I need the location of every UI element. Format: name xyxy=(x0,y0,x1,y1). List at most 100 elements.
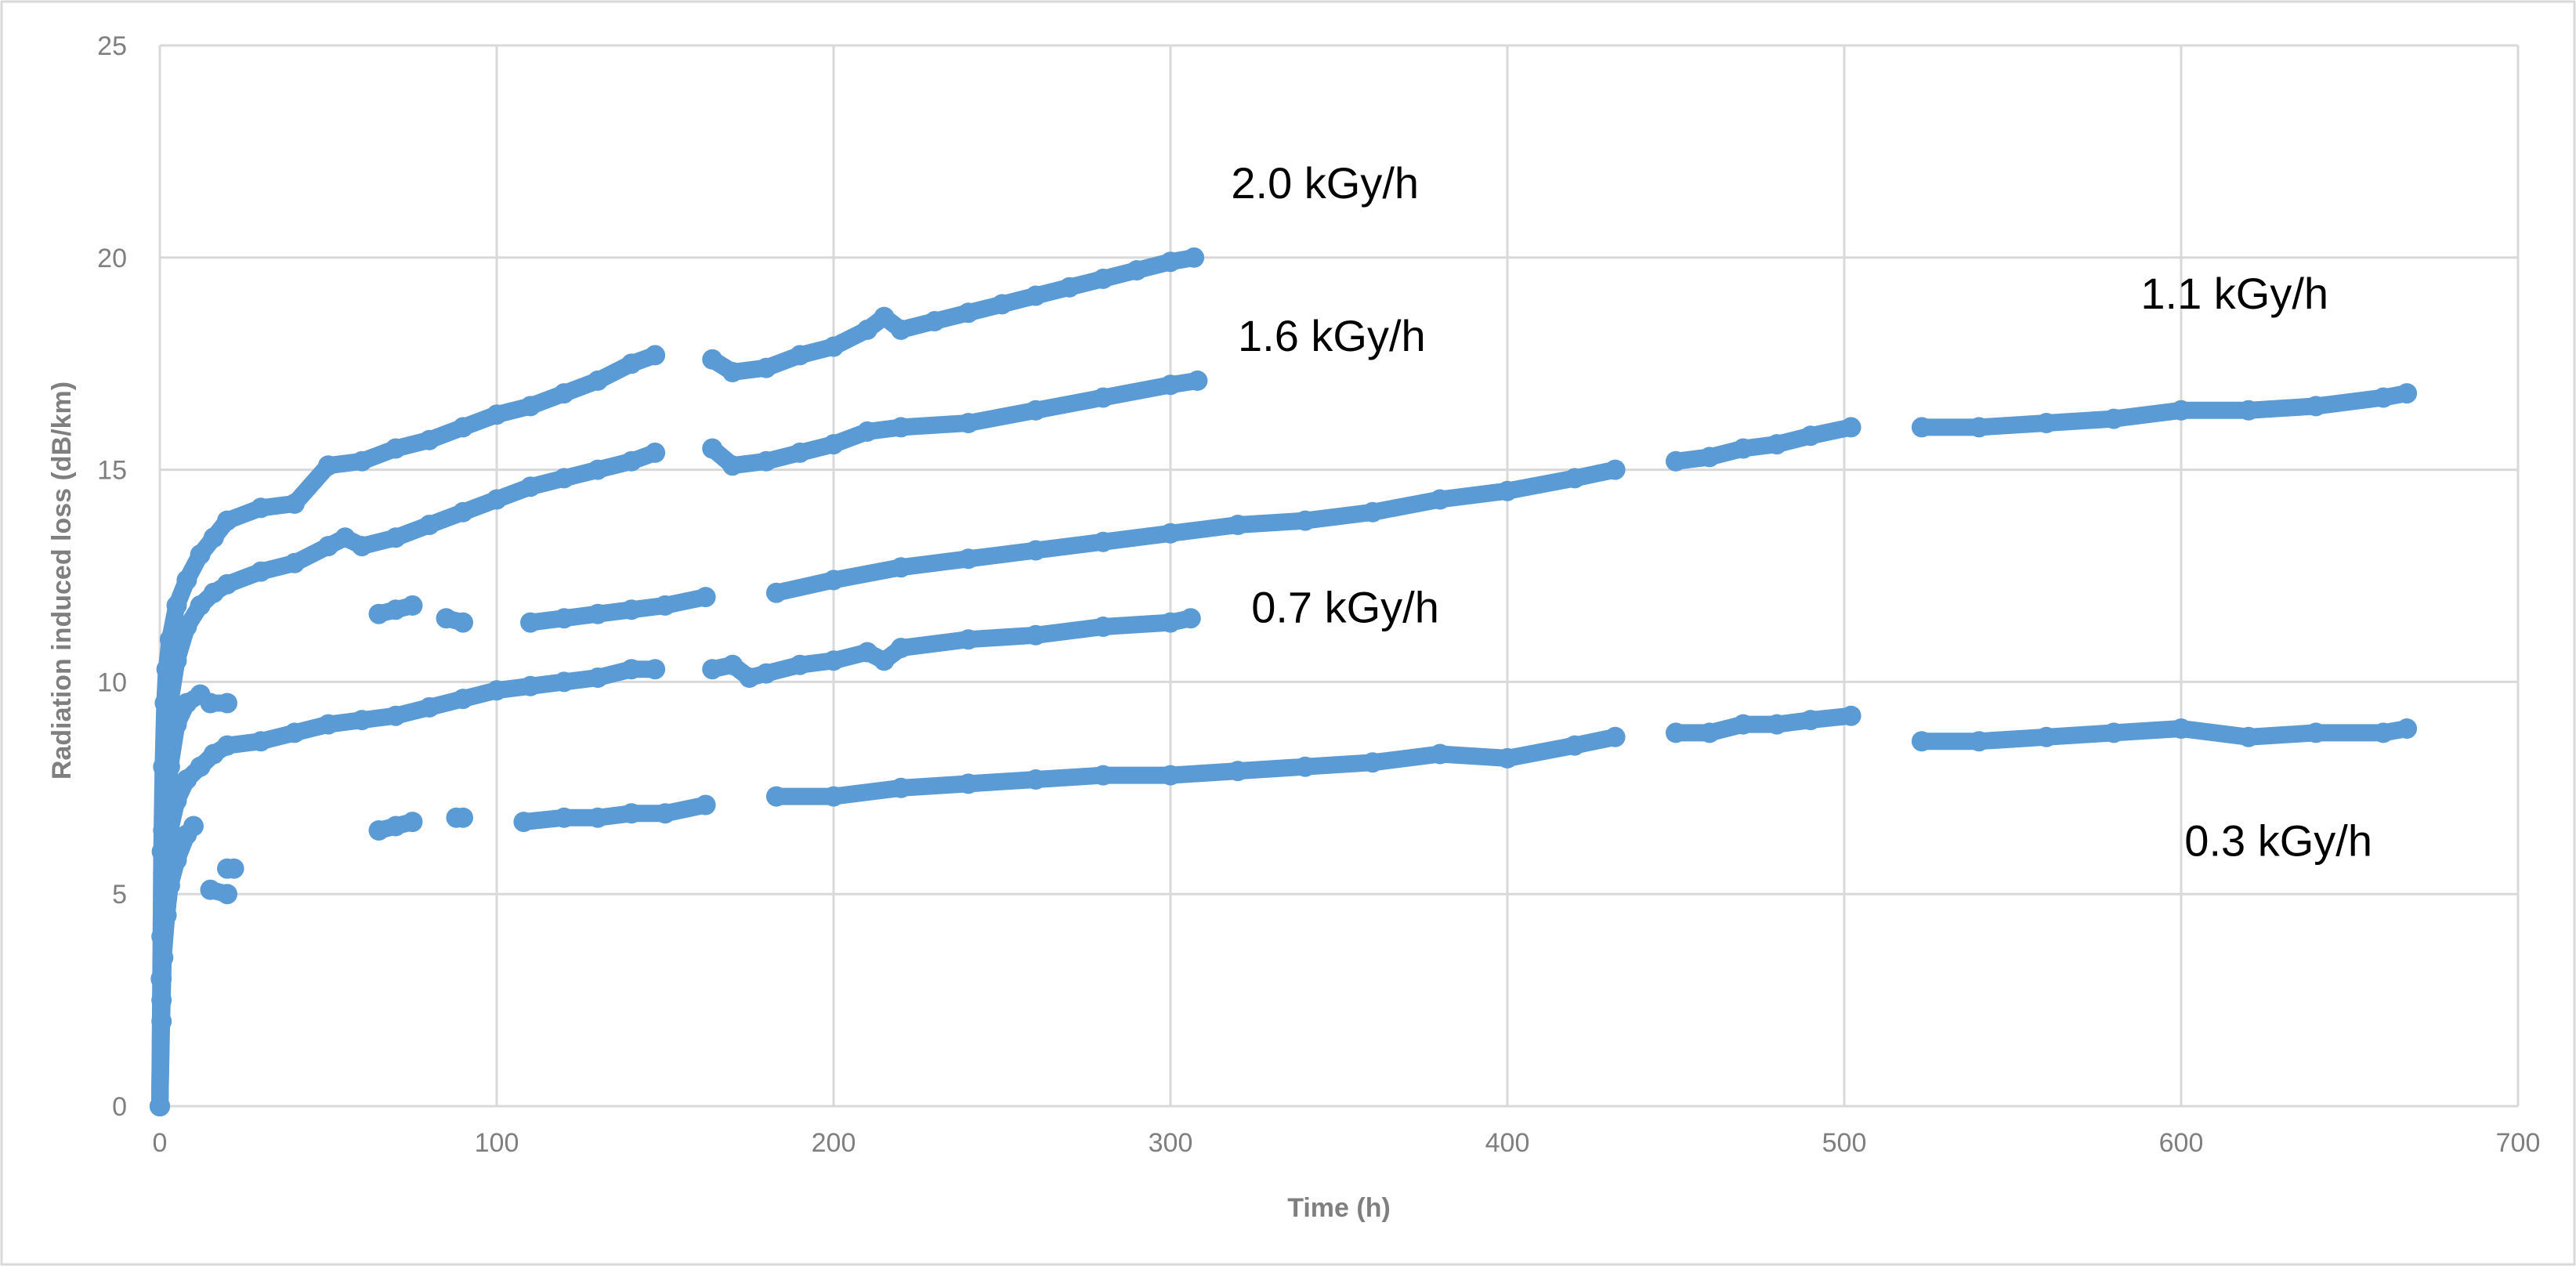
data-point xyxy=(1666,722,1686,743)
series-annotation: 0.3 kGy/h xyxy=(2184,816,2372,865)
data-point xyxy=(176,570,197,591)
data-point xyxy=(621,803,642,824)
data-point xyxy=(1026,400,1046,421)
series-annotation: 1.6 kGy/h xyxy=(1238,311,1426,360)
y-tick-label: 5 xyxy=(112,880,127,910)
data-point xyxy=(1093,531,1113,552)
data-point xyxy=(284,552,305,573)
data-point xyxy=(1093,765,1113,786)
data-point xyxy=(1497,480,1518,501)
data-point xyxy=(1026,540,1046,561)
data-point xyxy=(958,548,979,570)
data-point xyxy=(1026,285,1046,306)
data-point xyxy=(150,1096,170,1116)
y-tick-label: 20 xyxy=(97,244,127,273)
data-point xyxy=(284,493,305,514)
data-point xyxy=(823,434,844,455)
data-point xyxy=(453,612,473,633)
data-point xyxy=(2171,718,2191,739)
data-point xyxy=(756,357,776,378)
data-point xyxy=(453,807,473,828)
data-point xyxy=(765,582,787,603)
data-point xyxy=(621,353,642,374)
data-point xyxy=(166,714,187,735)
data-point xyxy=(756,450,776,472)
data-point xyxy=(891,777,911,798)
data-point xyxy=(1605,726,1626,747)
data-point xyxy=(368,820,389,841)
data-point xyxy=(1840,417,1861,438)
data-point xyxy=(1767,714,1787,735)
data-point xyxy=(419,515,440,535)
data-point xyxy=(1733,438,1753,459)
data-point xyxy=(385,438,406,459)
data-point xyxy=(739,667,760,688)
series-annotation: 1.1 kGy/h xyxy=(2140,269,2328,318)
y-axis-title: Radiation induced loss (dB/km) xyxy=(47,382,77,779)
data-point xyxy=(958,629,979,650)
data-point xyxy=(166,790,187,811)
data-point xyxy=(992,294,1012,315)
data-point xyxy=(2036,726,2057,747)
data-point xyxy=(1160,374,1181,396)
data-point xyxy=(176,769,197,790)
data-point xyxy=(1160,612,1181,633)
data-point xyxy=(857,642,877,663)
data-point xyxy=(2171,400,2191,421)
data-point xyxy=(190,595,211,616)
data-point xyxy=(1026,769,1046,790)
y-tick-label: 15 xyxy=(97,456,127,486)
data-point xyxy=(554,383,574,404)
series-0-7-kgy-h xyxy=(150,608,1201,1116)
data-point xyxy=(453,501,473,523)
data-point xyxy=(1187,370,1208,391)
data-point xyxy=(702,438,723,459)
series-annotation: 2.0 kGy/h xyxy=(1231,158,1419,208)
data-point xyxy=(702,349,723,370)
data-point xyxy=(251,561,271,582)
data-point xyxy=(1127,260,1147,280)
data-point xyxy=(958,773,979,794)
data-point xyxy=(318,536,338,557)
series-1-6-kgy-h xyxy=(150,370,1208,1116)
data-point xyxy=(217,573,237,595)
y-tick-label: 25 xyxy=(97,31,127,61)
y-tick-label: 0 xyxy=(112,1092,127,1122)
data-point xyxy=(487,489,507,510)
data-point xyxy=(823,336,844,357)
data-point xyxy=(385,705,406,726)
data-point xyxy=(1228,515,1248,535)
data-point xyxy=(1733,714,1753,735)
x-tick-label: 600 xyxy=(2159,1128,2204,1158)
data-point xyxy=(2306,722,2326,743)
data-point xyxy=(453,689,473,710)
data-point xyxy=(402,595,423,616)
data-point xyxy=(823,786,844,807)
data-point xyxy=(891,557,911,578)
data-point xyxy=(1430,489,1450,510)
data-point xyxy=(223,858,244,879)
data-point xyxy=(436,608,457,629)
data-point xyxy=(823,570,844,591)
series-0-3-kgy-h xyxy=(150,693,2418,1116)
data-point xyxy=(1969,731,1989,752)
data-point xyxy=(554,671,574,693)
data-point xyxy=(385,816,406,837)
data-point xyxy=(621,599,642,620)
data-point xyxy=(1767,434,1787,455)
data-point xyxy=(695,587,716,608)
data-point xyxy=(1160,523,1181,544)
data-point xyxy=(1295,510,1315,531)
y-axis-ticks: 0 5 10 15 20 25 xyxy=(97,31,127,1122)
data-point xyxy=(1160,765,1181,786)
data-point xyxy=(554,468,574,489)
data-point xyxy=(166,595,187,616)
data-point xyxy=(695,794,716,816)
data-point xyxy=(419,429,440,450)
data-point xyxy=(217,735,237,756)
data-point xyxy=(1911,731,1932,752)
data-point xyxy=(857,319,877,340)
data-point xyxy=(891,638,911,659)
data-point xyxy=(251,731,271,752)
